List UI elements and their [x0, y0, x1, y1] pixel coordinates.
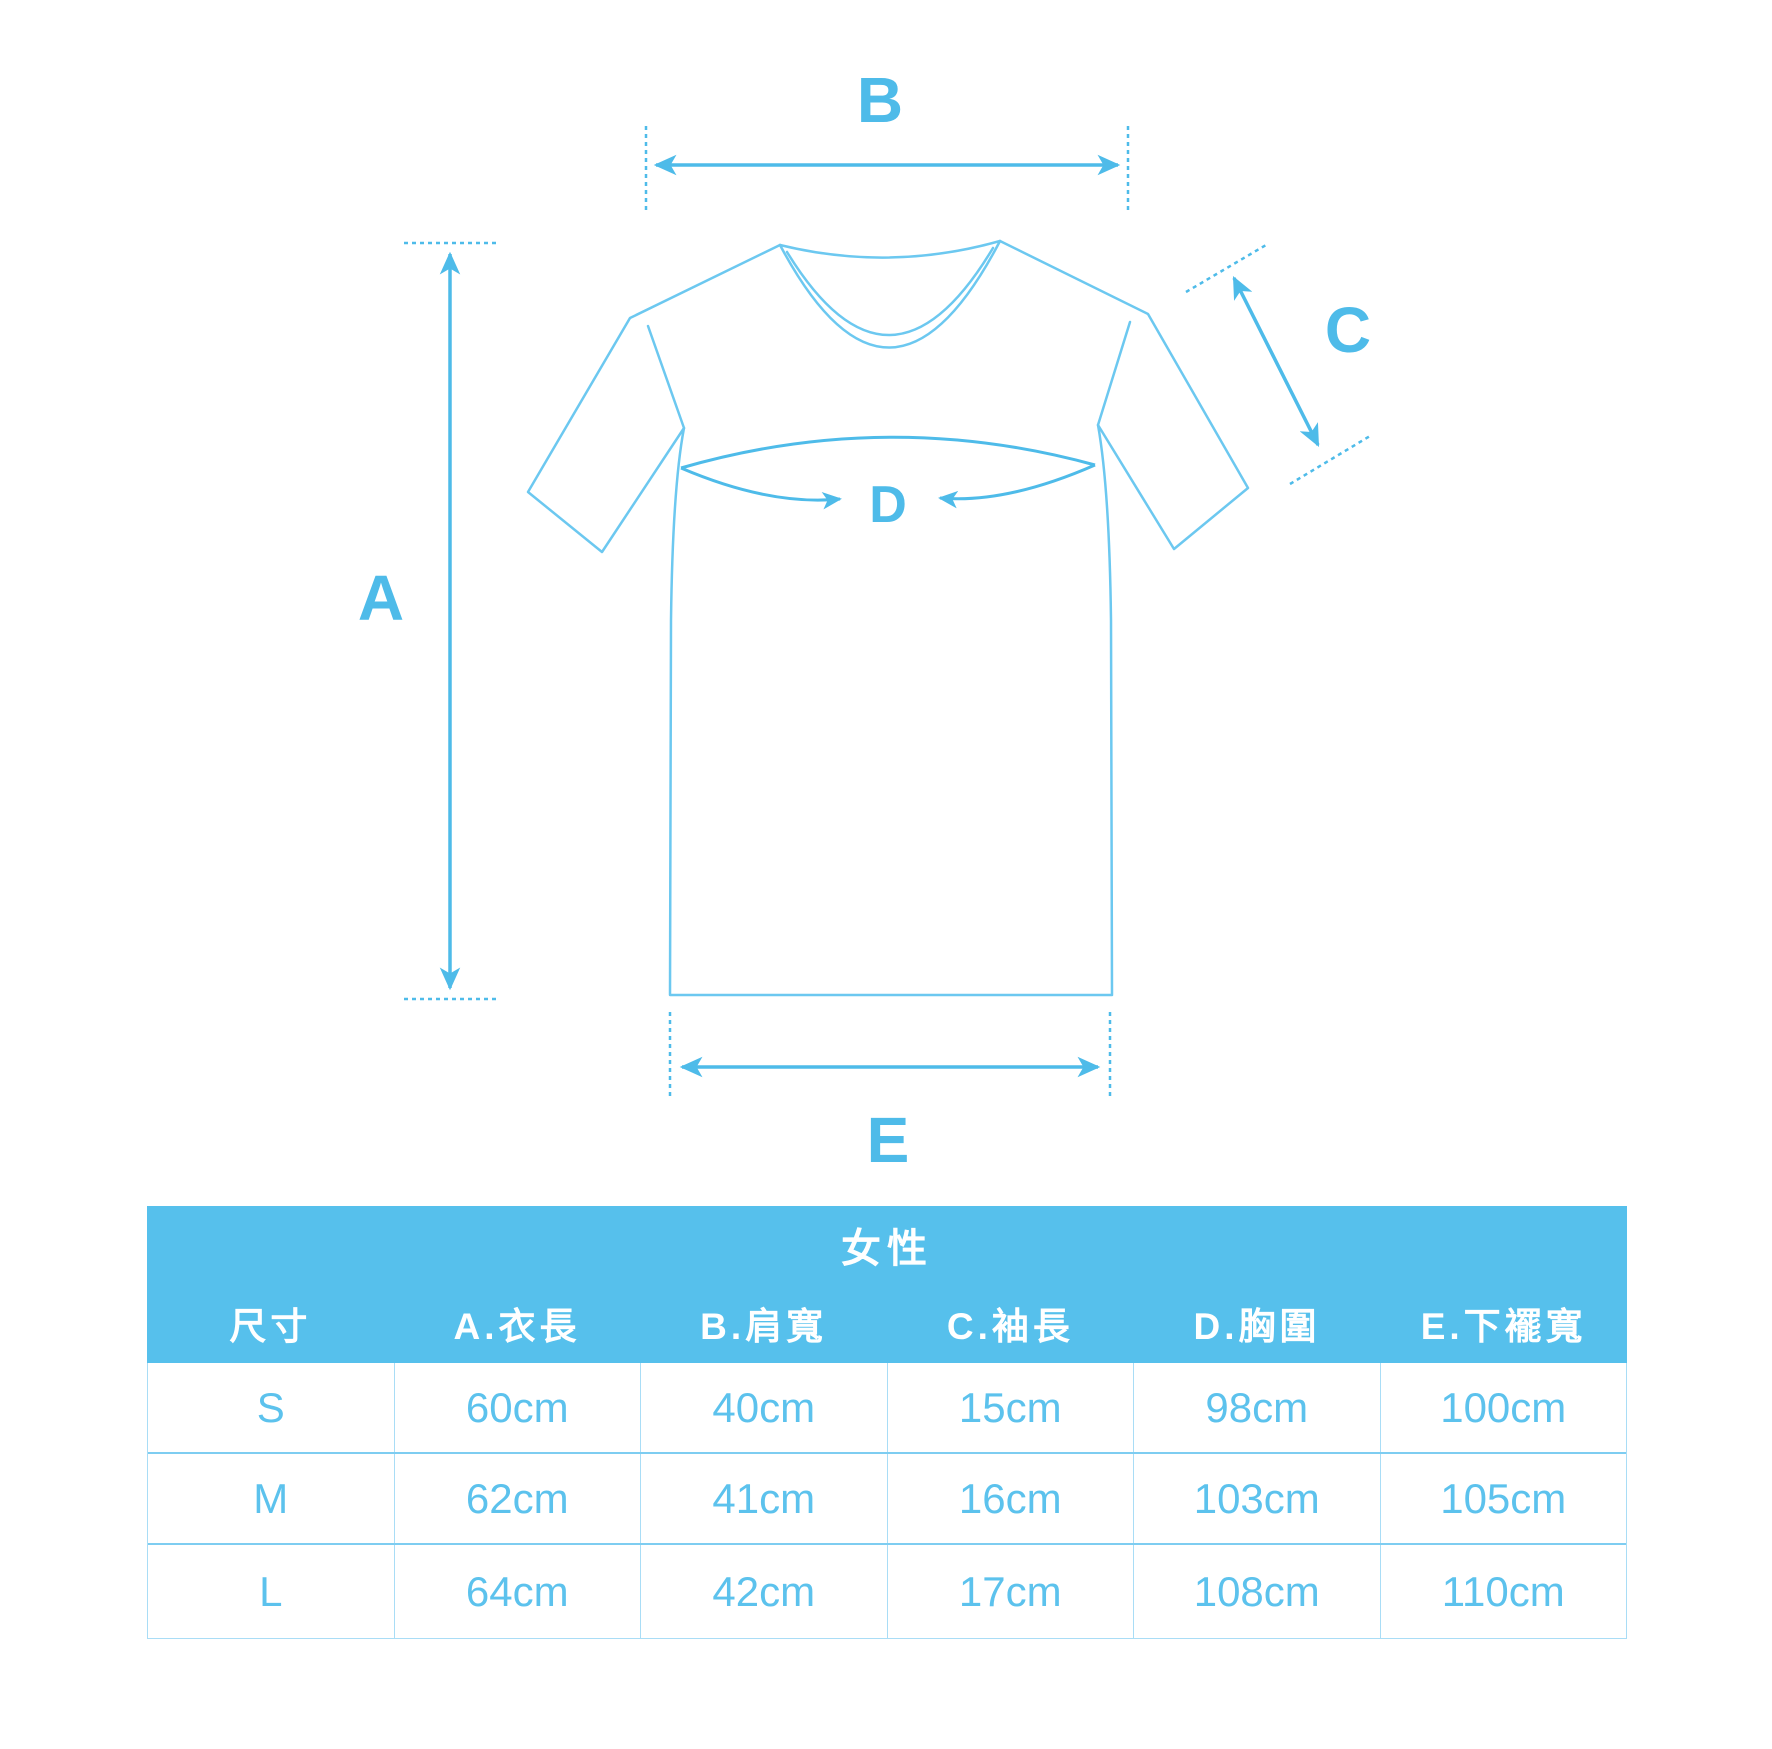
col-header-hem: E.下襬寬: [1420, 1306, 1587, 1347]
size-cell: M: [253, 1474, 289, 1522]
col-header-chest: D.胸圍: [1193, 1306, 1321, 1347]
dim-d-ellipse-top: [680, 435, 1096, 470]
value-cell: 60cm: [393, 1363, 641, 1452]
dim-e-group: [668, 1012, 1112, 1100]
dim-b-group: [644, 126, 1130, 210]
size-table: 女性 尺寸 A.衣長 B.肩寬 C.袖長 D.胸圍 E.下襬寬 S 60cm 4…: [147, 1206, 1627, 1639]
col-header-sleeve: C.袖長: [946, 1306, 1074, 1347]
col-header-size: 尺寸: [229, 1306, 312, 1347]
size-cell: S: [256, 1383, 285, 1431]
size-table-header: 女性 尺寸 A.衣長 B.肩寬 C.袖長 D.胸圍 E.下襬寬: [147, 1206, 1627, 1363]
dim-d-left-arrow: [680, 466, 842, 510]
dim-d-right-arrow: [938, 463, 1096, 509]
dim-c-top-dash: [1185, 243, 1267, 294]
size-cell: L: [259, 1567, 283, 1615]
tshirt-body-path: [526, 239, 1250, 997]
value-cell: 98cm: [1133, 1363, 1380, 1452]
collar-back-arc: [778, 239, 1002, 259]
dim-e-label: E: [867, 1104, 910, 1176]
tshirt-measurement-diagram: A B C D: [358, 64, 1371, 1176]
size-table-body: S 60cm 40cm 15cm 98cm 100cm M 62cm 41cm …: [147, 1363, 1627, 1639]
col-header-shoulder: B.肩寬: [700, 1306, 828, 1347]
dim-a-label: A: [358, 562, 404, 634]
value-cell: 62cm: [393, 1454, 641, 1543]
dim-c-label: C: [1325, 294, 1371, 366]
table-row-l: L 64cm 42cm 17cm 108cm 110cm: [148, 1545, 1626, 1638]
value-cell: 105cm: [1379, 1454, 1627, 1543]
value-cell: 100cm: [1379, 1363, 1627, 1452]
dim-b-label: B: [857, 64, 903, 136]
value-cell: 64cm: [393, 1545, 641, 1638]
left-sleeve-seam: [646, 324, 686, 430]
dim-d-label: D: [869, 476, 907, 534]
value-cell: 108cm: [1133, 1545, 1380, 1638]
dim-d-group: [680, 435, 1096, 510]
collar-outer-arc: [778, 239, 1002, 349]
value-cell: 42cm: [640, 1545, 887, 1638]
dim-c-arrow: [1232, 275, 1320, 448]
size-table-title: 女性: [841, 1226, 933, 1271]
value-cell: 17cm: [886, 1545, 1134, 1638]
value-cell: 41cm: [640, 1454, 887, 1543]
tshirt-diagram-svg: A B C D: [358, 64, 1371, 1176]
size-table-column-headers: 尺寸 A.衣長 B.肩寬 C.袖長 D.胸圍 E.下襬寬: [147, 1283, 1627, 1363]
value-cell: 16cm: [886, 1454, 1134, 1543]
value-cell: 15cm: [886, 1363, 1134, 1452]
tshirt-outline: [526, 239, 1250, 997]
collar-inner-arc: [785, 246, 995, 337]
dim-c-group: [1185, 243, 1371, 486]
value-cell: 40cm: [640, 1363, 887, 1452]
table-row-s: S 60cm 40cm 15cm 98cm 100cm: [148, 1363, 1626, 1454]
dim-a-group: [404, 241, 496, 1001]
table-row-m: M 62cm 41cm 16cm 103cm 105cm: [148, 1454, 1626, 1545]
value-cell: 110cm: [1379, 1545, 1627, 1638]
right-sleeve-seam: [1096, 320, 1132, 427]
dim-c-bottom-dash: [1289, 434, 1371, 486]
col-header-length: A.衣長: [453, 1306, 581, 1347]
value-cell: 103cm: [1133, 1454, 1380, 1543]
